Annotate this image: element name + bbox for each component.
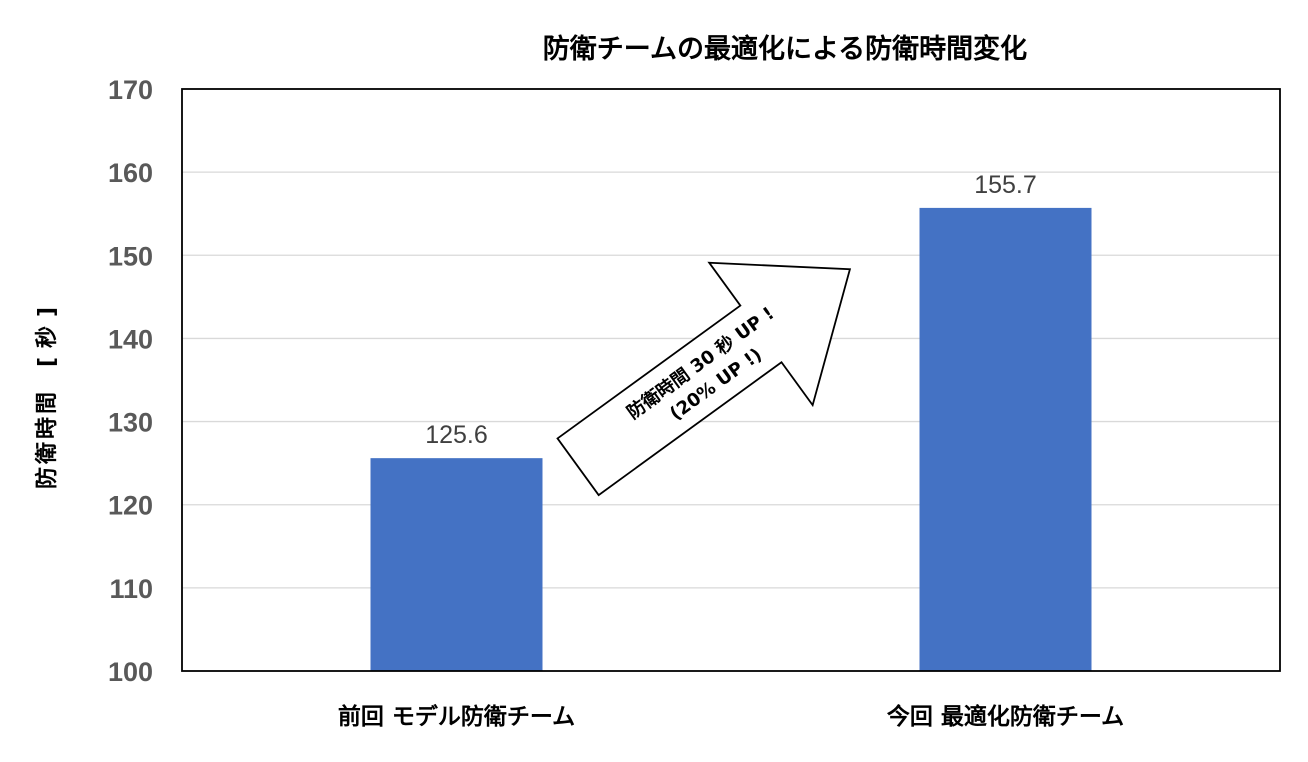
improvement-arrow-annotation: 防衛時間 30 秒 UP ! (20% UP !) xyxy=(556,261,852,497)
y-tick-label: 140 xyxy=(108,324,153,354)
y-axis-label-char: 衛 xyxy=(34,442,60,465)
x-tick-labels: 前回 モデル防衛チーム 今回 最適化防衛チーム xyxy=(338,703,1124,730)
y-axis-label-char: 時 xyxy=(35,417,60,439)
gridlines xyxy=(182,171,1280,589)
y-tick-label: 130 xyxy=(108,408,153,438)
data-labels: 125.6 155.7 xyxy=(425,171,1037,449)
y-axis-label-char: [ xyxy=(35,357,60,367)
y-tick-label: 120 xyxy=(108,491,153,521)
y-axis-label-char: 秒 xyxy=(35,326,60,348)
chart-title: 防衛チームの最適化による防衛時間変化 xyxy=(543,33,1027,65)
bar xyxy=(370,458,543,671)
y-axis-label-char: ] xyxy=(35,307,60,317)
bar xyxy=(919,207,1092,671)
y-tick-label: 150 xyxy=(108,241,153,271)
y-axis-label: 防衛時間 [ 秒] xyxy=(34,307,60,489)
y-tick-label: 170 xyxy=(108,75,153,105)
data-label: 125.6 xyxy=(425,421,488,449)
y-tick-label: 160 xyxy=(108,158,153,188)
y-tick-label: 100 xyxy=(108,657,153,687)
y-axis-label-char xyxy=(35,367,60,389)
arrow-shape xyxy=(556,261,852,497)
y-tick-label: 110 xyxy=(109,574,153,604)
x-tick-label: 前回 モデル防衛チーム xyxy=(338,703,575,730)
y-axis-label-char: 防 xyxy=(35,467,60,489)
x-tick-label: 今回 最適化防衛チーム xyxy=(887,703,1124,730)
y-tick-labels: 100 110 120 130 140 150 160 170 xyxy=(108,75,153,687)
plot-area-frame xyxy=(181,88,1281,672)
bars xyxy=(370,207,1092,671)
y-axis-label-char: 間 xyxy=(35,392,60,414)
data-label: 155.7 xyxy=(974,171,1037,199)
